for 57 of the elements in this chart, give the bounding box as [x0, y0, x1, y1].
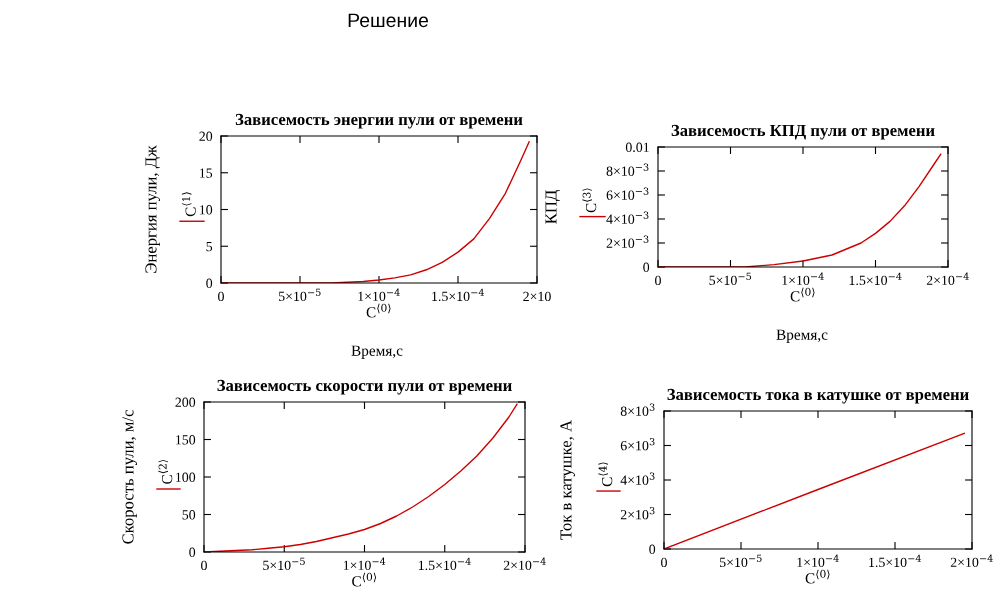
y-tick-label: 10 [200, 205, 213, 215]
y-tick-label: 20 [199, 131, 213, 141]
x-tick-label: 1×10$^{−4}$ [358, 288, 400, 302]
y-tick-label: 6×10$^{3}$ [620, 437, 655, 451]
text: Время,с [776, 329, 828, 343]
y-tick-label: 200 [175, 397, 196, 407]
y-tick-label: 50 [182, 510, 196, 520]
text: C$^{⟨3⟩}$ [582, 188, 597, 213]
chart-title: Зависемость энергии пули от времени [235, 113, 523, 129]
y-tick-label: 2×10$^{3}$ [620, 506, 655, 520]
y-axis-title: Скорость пули, м/с [122, 410, 137, 544]
x-tick-label: 2×10$^{−4}$ [926, 272, 969, 286]
x-axis-title: C$^{⟨0⟩}$ [790, 287, 815, 302]
y-tick-label: 8×10$^{−3}$ [606, 163, 649, 176]
x-tick-label: 2×10$^{−4}$ [950, 554, 993, 568]
chart-title: Зависемость КПД пули от времени [671, 124, 935, 140]
y-axis-title: Ток в катушке, А [560, 420, 575, 540]
x-tick-label: 1.5×10$^{−4}$ [849, 272, 902, 286]
x-tick-label: 1×10$^{−4}$ [797, 554, 839, 568]
x-tick-label: 2×10$^{−4}$ [503, 557, 546, 571]
x-tick-label: 0 [661, 557, 667, 568]
y-tick-label: 15 [200, 168, 213, 178]
text: C$^{⟨2⟩}$ [158, 459, 173, 484]
y-tick-label: 0 [643, 262, 650, 272]
x-tick-label: 0 [218, 291, 224, 302]
chart-title: Зависемость скорости пули от времени [217, 379, 512, 395]
y-axis-title: Энергия пули, Дж [145, 145, 160, 273]
x-tick-label: 1×10$^{−4}$ [343, 557, 386, 571]
text: Время,с [351, 345, 403, 359]
y-tick-label: 150 [176, 435, 196, 445]
x-axis-title: C$^{⟨0⟩}$ [805, 569, 830, 584]
x-axis-title: C$^{⟨0⟩}$ [352, 572, 377, 587]
y-tick-label: 2×10$^{−3}$ [606, 235, 649, 248]
y-tick-label: 0.01 [625, 142, 649, 153]
y-tick-label: 5 [206, 241, 213, 252]
x-tick-label: 1.5×10$^{−4}$ [432, 288, 485, 302]
y-tick-label: 100 [176, 472, 196, 482]
y-tick-label: 4×10$^{3}$ [620, 472, 655, 485]
chart-title: Зависемость тока в катушке от времени [667, 388, 969, 404]
text: Решение [348, 13, 429, 28]
x-tick-label: 1.5×10$^{−4}$ [418, 557, 471, 571]
y-tick-label: 0 [189, 547, 196, 557]
text: C$^{⟨4⟩}$ [598, 462, 613, 487]
x-tick-label: 5×10$^{−5}$ [709, 272, 752, 286]
x-tick-label: 5×10$^{−5}$ [720, 554, 762, 568]
y-tick-label: 6×10$^{−3}$ [606, 187, 649, 200]
x-tick-label: 1×10$^{−4}$ [782, 272, 824, 286]
x-tick-label: 2×10 [523, 291, 551, 302]
y-axis-title: КПД [545, 190, 560, 224]
x-tick-label: 1.5×10$^{−4}$ [869, 554, 922, 568]
y-tick-label: 0 [649, 544, 656, 554]
y-tick-label: 8×10$^{3}$ [620, 403, 655, 416]
x-tick-label: 5×10$^{−5}$ [263, 557, 305, 571]
x-tick-label: 5×10$^{−5}$ [279, 288, 321, 302]
y-tick-label: 4×10$^{−3}$ [606, 211, 649, 224]
x-axis-title: C$^{⟨0⟩}$ [366, 303, 391, 318]
text: C$^{⟨1⟩}$ [181, 192, 196, 217]
